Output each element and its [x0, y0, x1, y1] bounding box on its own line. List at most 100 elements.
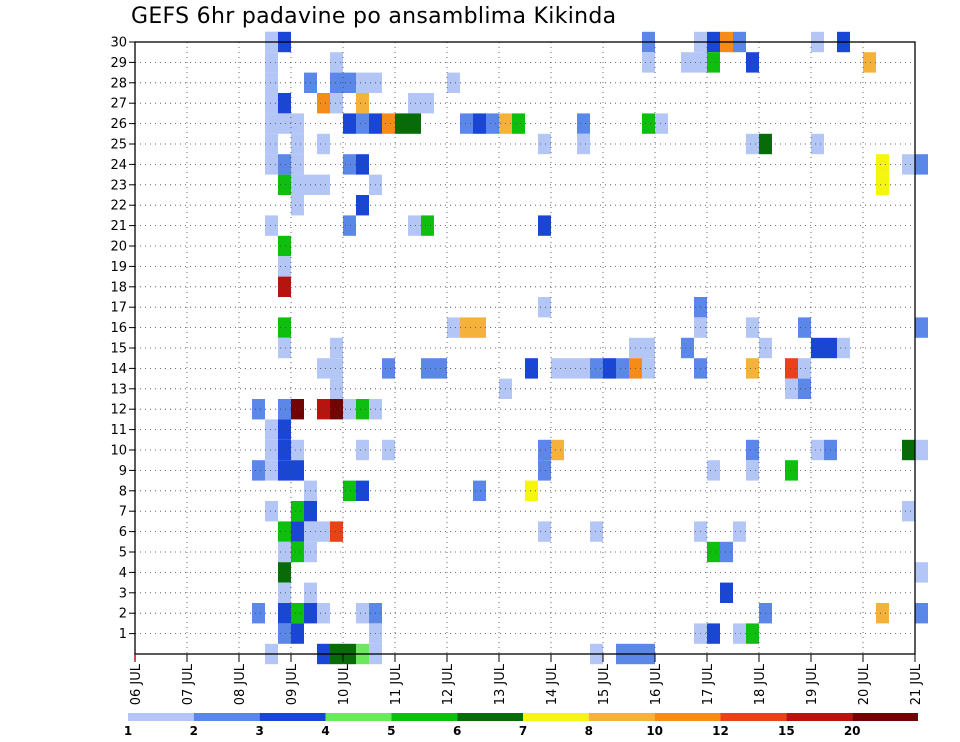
heatmap-cell — [265, 154, 278, 175]
heatmap-cell — [655, 113, 668, 134]
y-tick-label: 21 — [110, 219, 127, 234]
heatmap-cell — [291, 521, 304, 542]
heatmap-cell — [317, 174, 330, 195]
colorbar-swatch — [588, 713, 655, 721]
heatmap-cell — [265, 419, 278, 440]
heatmap-cell — [252, 603, 265, 624]
y-tick-label: 16 — [110, 321, 127, 336]
heatmap-cell — [291, 113, 304, 134]
colorbar-swatch — [193, 713, 260, 721]
heatmap-cell — [382, 358, 395, 379]
heatmap-cell — [356, 113, 369, 134]
y-tick-label: 15 — [110, 342, 127, 357]
colorbar-swatch — [654, 713, 721, 721]
heatmap-cell — [915, 154, 928, 175]
y-tick-label: 20 — [110, 240, 127, 255]
heatmap-cell — [291, 501, 304, 522]
x-tick-label: 07 JUL — [181, 663, 196, 705]
heatmap-cell — [681, 337, 694, 359]
y-tick-label: 29 — [110, 56, 127, 71]
heatmap-cell — [278, 541, 291, 563]
y-tick-label: 25 — [110, 138, 127, 153]
colorbar-label: 12 — [712, 724, 729, 738]
x-tick-label: 15 JUL — [597, 663, 612, 705]
grid-lines — [135, 42, 915, 654]
heatmap-cell — [486, 113, 499, 134]
heatmap-cell — [291, 195, 304, 216]
y-tick-label: 1 — [119, 627, 127, 642]
y-tick-label: 26 — [110, 117, 127, 132]
x-tick-label: 14 JUL — [545, 663, 560, 705]
heatmap-cell — [330, 93, 343, 114]
heatmap-cell — [577, 358, 590, 379]
heatmap-cell — [733, 521, 746, 542]
heatmap-cell — [356, 603, 369, 624]
heatmap-cell — [278, 154, 291, 175]
heatmap-cell — [798, 317, 811, 338]
heatmap-cell — [616, 358, 629, 379]
heatmap-cell — [265, 439, 278, 461]
heatmap-cell — [642, 358, 655, 379]
heatmap-cell — [447, 72, 460, 93]
x-tick-label: 18 JUL — [753, 663, 768, 705]
heatmap-cell — [330, 52, 343, 73]
heatmap-cell — [447, 317, 460, 338]
heatmap-cell — [525, 480, 538, 501]
heatmap-cell — [291, 603, 304, 624]
heatmap-cell — [343, 72, 356, 93]
heatmap-cell — [473, 317, 486, 338]
heatmap-cell — [707, 52, 720, 73]
colorbar: 1 2 3 4 5 6 7 8 10 12 15 20 — [124, 713, 918, 738]
colorbar-label: 15 — [778, 724, 795, 738]
y-tick-label: 17 — [110, 301, 127, 316]
heatmap-cell — [265, 113, 278, 134]
y-tick-label: 28 — [110, 76, 127, 91]
heatmap-cell — [330, 399, 343, 420]
heatmap-cell — [356, 480, 369, 501]
heatmap-cell — [252, 399, 265, 420]
colorbar-swatch — [720, 713, 787, 721]
heatmap-cell — [317, 521, 330, 542]
heatmap-cell — [642, 113, 655, 134]
colorbar-swatch — [523, 713, 589, 721]
heatmap-cell — [278, 399, 291, 420]
heatmap-cell — [538, 215, 551, 236]
heatmap-cell — [278, 439, 291, 461]
heatmap-cell — [798, 378, 811, 399]
y-tick-label: 2 — [119, 607, 127, 622]
heatmap-cell — [291, 399, 304, 420]
heatmap-cell — [317, 93, 330, 114]
y-tick-label: 11 — [110, 423, 127, 438]
y-tick-label: 14 — [110, 362, 127, 377]
y-tick-label: 30 — [110, 36, 127, 51]
heatmap-cell — [746, 52, 759, 73]
heatmap-cell — [291, 623, 304, 644]
heatmap-cell — [330, 378, 343, 399]
x-tick-label: 08 JUL — [233, 663, 248, 705]
heatmap-cell — [538, 133, 551, 155]
heatmap-cell — [876, 603, 889, 624]
heatmap-cell — [278, 276, 291, 297]
heatmap-cell — [343, 215, 356, 236]
heatmap-cell — [291, 154, 304, 175]
heatmap-cell — [278, 337, 291, 359]
heatmap-cell — [915, 603, 928, 624]
colorbar-swatch — [786, 713, 853, 721]
heatmap-cell — [278, 256, 291, 277]
heatmap-cell — [837, 337, 850, 359]
heatmap-cell — [876, 154, 889, 175]
x-tick-label: 06 JUL — [129, 663, 144, 705]
y-tick-label: 9 — [119, 464, 127, 479]
heatmap-cell — [265, 215, 278, 236]
heatmap-cell — [720, 541, 733, 563]
heatmap-cell — [278, 582, 291, 603]
colorbar-label: 10 — [646, 724, 663, 738]
heatmap-cell — [460, 113, 473, 134]
x-tick-label: 16 JUL — [649, 663, 664, 705]
heatmap-cell — [265, 52, 278, 73]
heatmap-cell — [356, 439, 369, 461]
heatmap-cell — [746, 460, 759, 481]
heatmap-cell — [356, 195, 369, 216]
heatmap-cell — [343, 480, 356, 501]
